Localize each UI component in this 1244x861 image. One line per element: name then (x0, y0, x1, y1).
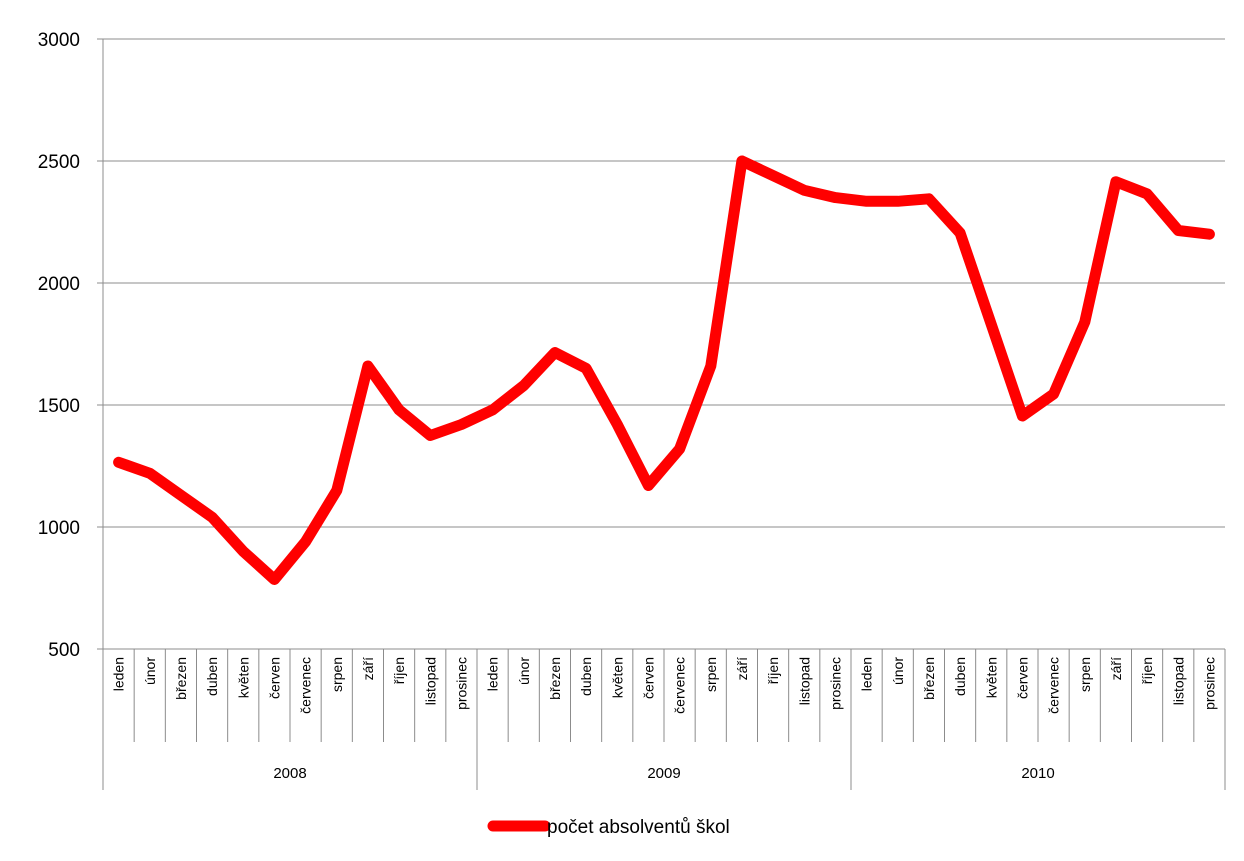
x-tick-label-month: červenec (1046, 657, 1062, 714)
y-tick-label: 2000 (38, 274, 80, 295)
data-point (398, 408, 401, 411)
series-line (113, 155, 1215, 585)
data-point (927, 197, 930, 200)
data-point (585, 367, 588, 370)
data-point (959, 231, 962, 234)
data-point (429, 434, 432, 437)
data-point (335, 489, 338, 492)
data-point (990, 323, 993, 326)
legend-label: počet absolventů škol (547, 817, 730, 838)
x-tick-label-month: leden (859, 657, 875, 691)
x-tick-label-month: leden (485, 657, 501, 691)
x-tick-label-month: duben (952, 657, 968, 696)
x-tick-label-month: květen (983, 657, 999, 698)
y-tick-label: 2500 (38, 152, 80, 173)
x-tick-label-month: listopad (422, 657, 438, 705)
x-tick-label-month: říjen (1139, 657, 1155, 684)
x-tick-label-month: září (734, 657, 750, 680)
data-point (740, 160, 743, 162)
data-point (366, 364, 369, 367)
x-tick-label-month: červen (1014, 657, 1030, 699)
data-point (1177, 229, 1180, 232)
axes (102, 39, 1226, 790)
x-tick-label-month: duben (578, 657, 594, 696)
data-point (1083, 321, 1086, 324)
data-point (211, 516, 214, 519)
x-tick-label-month: květen (235, 657, 251, 698)
x-tick-label-month: únor (142, 657, 158, 685)
data-point (1208, 233, 1211, 236)
data-point (522, 384, 525, 387)
data-point (273, 578, 276, 581)
data-point (803, 189, 806, 192)
data-point (148, 472, 151, 475)
x-tick-label-year: 2008 (273, 765, 306, 782)
data-point (1114, 180, 1117, 183)
x-tick-label-month: březen (921, 657, 937, 700)
data-point (1021, 414, 1024, 417)
data-point (553, 351, 556, 354)
x-tick-label-month: srpen (329, 657, 345, 692)
x-tick-label-year: 2010 (1021, 765, 1054, 782)
data-point (678, 447, 681, 450)
x-tick-label-month: květen (609, 657, 625, 698)
x-tick-label-month: srpen (703, 657, 719, 692)
data-point (460, 423, 463, 426)
x-tick-label-month: září (360, 657, 376, 680)
data-point (1052, 393, 1055, 396)
x-axis-ticks: leden únor březen duben květen červen červenec… (111, 657, 1218, 782)
data-point (242, 550, 245, 553)
x-tick-label-month: říjen (765, 657, 781, 684)
y-axis-ticks: 500 1000 1500 2000 2500 3000 (38, 30, 80, 661)
x-tick-label-month: prosinec (453, 657, 469, 710)
x-tick-label-month: srpen (1077, 657, 1093, 692)
x-tick-label-month: listopad (1170, 657, 1186, 705)
x-tick-label-month: prosinec (1201, 657, 1217, 710)
y-tick-label: 3000 (38, 30, 80, 51)
x-tick-label-year: 2009 (647, 765, 680, 782)
data-point (865, 200, 868, 203)
data-point (772, 174, 775, 177)
y-tick-label: 500 (48, 640, 80, 661)
x-tick-label-month: červen (640, 657, 656, 699)
x-tick-label-month: prosinec (827, 657, 843, 710)
data-point (896, 200, 899, 203)
data-point (491, 408, 494, 411)
x-tick-label-month: září (1108, 657, 1124, 680)
gridlines (97, 38, 1225, 650)
x-tick-label-month: duben (204, 657, 220, 696)
x-tick-label-month: červen (266, 657, 282, 699)
x-tick-label-month: únor (516, 657, 532, 685)
y-tick-label: 1000 (38, 518, 80, 539)
x-tick-label-month: říjen (391, 657, 407, 684)
x-tick-label-month: listopad (796, 657, 812, 705)
data-point (1146, 192, 1149, 195)
legend: počet absolventů škol (487, 817, 730, 838)
series (113, 155, 1215, 585)
data-point (117, 461, 120, 464)
x-tick-label-month: leden (111, 657, 127, 691)
x-tick-label-month: červenec (298, 657, 314, 714)
data-point (709, 364, 712, 367)
y-tick-label: 1500 (38, 396, 80, 417)
x-tick-label-month: březen (547, 657, 563, 700)
data-point (647, 484, 650, 487)
data-point (616, 423, 619, 426)
x-tick-label-month: březen (173, 657, 189, 700)
x-tick-label-month: červenec (672, 657, 688, 714)
data-point (179, 494, 182, 497)
data-point (834, 196, 837, 199)
data-point (304, 540, 307, 543)
x-tick-label-month: únor (890, 657, 906, 685)
